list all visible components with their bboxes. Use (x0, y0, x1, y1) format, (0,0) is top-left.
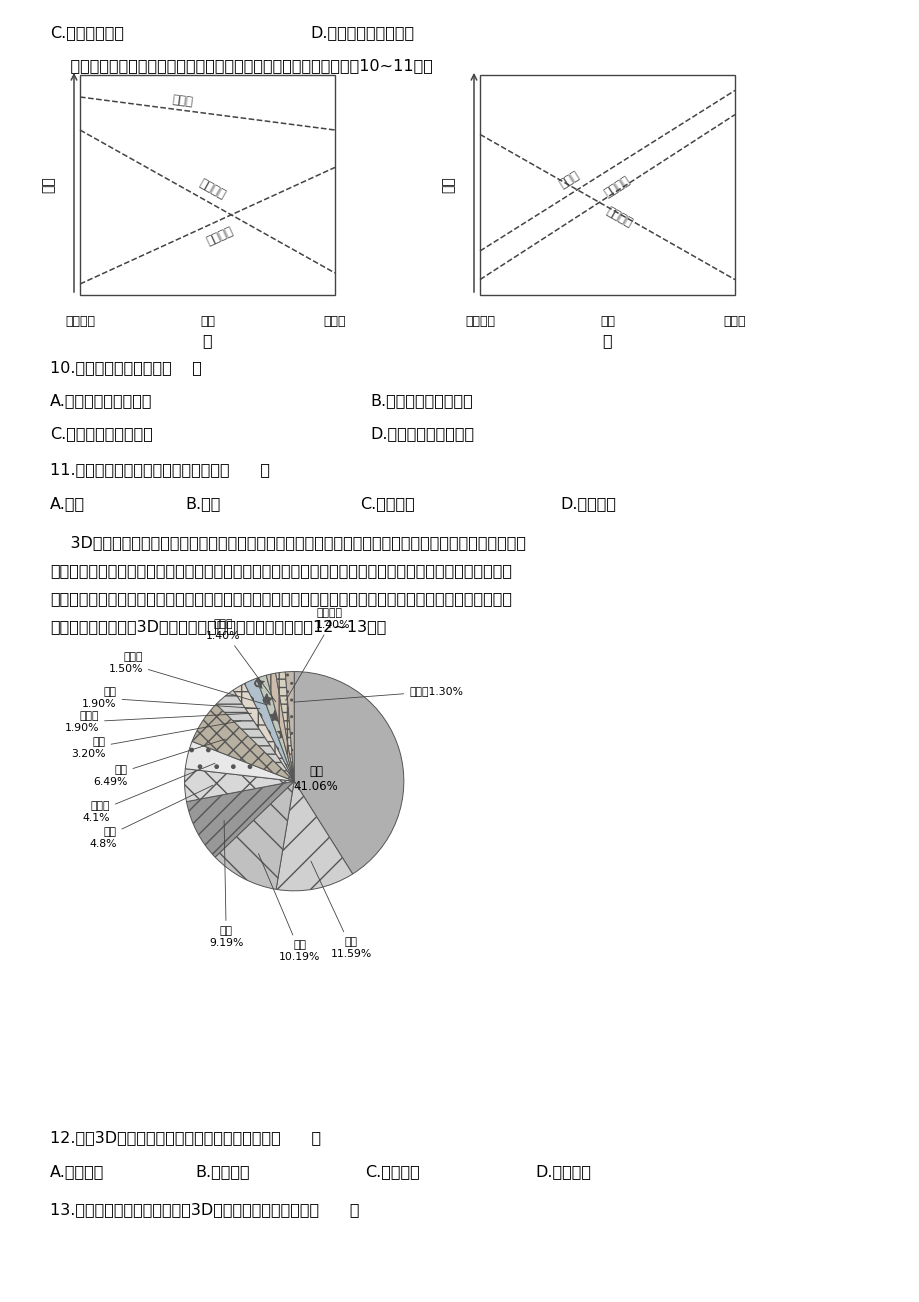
Wedge shape (215, 781, 294, 889)
Text: 英国
4.8%: 英国 4.8% (89, 785, 212, 849)
Text: 中国台湾
1.40%: 中国台湾 1.40% (286, 608, 350, 700)
Text: 总运费: 总运费 (556, 169, 581, 191)
Text: C.属于原料指向型工业: C.属于原料指向型工业 (50, 426, 153, 441)
Bar (80, 76, 335, 296)
Text: 意世界各国家和地区3D打印技术应用的市场份额。据此完成12~13题。: 意世界各国家和地区3D打印技术应用的市场份额。据此完成12~13题。 (50, 618, 386, 634)
Text: 美国
41.06%: 美国 41.06% (293, 766, 338, 793)
Text: 区位: 区位 (199, 315, 215, 328)
Text: 韩国
1.90%: 韩国 1.90% (82, 687, 259, 708)
Text: D.科技水平: D.科技水平 (535, 1164, 590, 1180)
Wedge shape (266, 673, 294, 781)
Text: 运输原料: 运输原料 (604, 204, 634, 229)
Text: 运输原料: 运输原料 (197, 176, 228, 201)
Text: 俄罗斯1.30%: 俄罗斯1.30% (293, 686, 463, 702)
Text: 13.与欧美国家相比，我国发展3D打印产业的最大优势是（      ）: 13.与欧美国家相比，我国发展3D打印产业的最大优势是（ ） (50, 1202, 359, 1217)
Text: 下图示意甲、乙两种工业部门运输原料和产品的运费情况。据此完成10~11题。: 下图示意甲、乙两种工业部门运输原料和产品的运费情况。据此完成10~11题。 (50, 59, 433, 73)
Wedge shape (216, 690, 294, 781)
Wedge shape (256, 676, 294, 781)
Text: 3D打印是快速成型技术的一种，它是一种以数学模型文件为基础，运用粉末状金属或塑料等可黏合材料，: 3D打印是快速成型技术的一种，它是一种以数学模型文件为基础，运用粉末状金属或塑料… (50, 535, 526, 549)
Text: 通过逐层打印的方式来构造物体的技术。该技术在珠宝、鞋类、工业设计、建筑、工程和施工、汽车、航空航: 通过逐层打印的方式来构造物体的技术。该技术在珠宝、鞋类、工业设计、建筑、工程和施… (50, 562, 512, 578)
Text: 中国
6.49%: 中国 6.49% (93, 740, 225, 786)
Text: D.家具制造: D.家具制造 (560, 496, 616, 510)
Bar (480, 76, 734, 296)
Text: 12.影响3D打印技术应用全球格局的首要因素是（      ）: 12.影响3D打印技术应用全球格局的首要因素是（ ） (50, 1130, 321, 1144)
Text: 近市场: 近市场 (723, 315, 745, 328)
Wedge shape (244, 678, 294, 781)
Text: 土耳其
1.40%: 土耳其 1.40% (206, 618, 276, 702)
Wedge shape (294, 672, 403, 874)
Wedge shape (192, 704, 294, 781)
Text: 总运费: 总运费 (171, 92, 193, 108)
Text: A.制糖: A.制糖 (50, 496, 85, 510)
Text: 意大利
4.1%: 意大利 4.1% (83, 763, 215, 823)
Text: A.市场需求: A.市场需求 (50, 1164, 104, 1180)
Text: 法国
3.20%: 法国 3.20% (71, 721, 241, 759)
Wedge shape (187, 781, 294, 857)
Text: C.精密仪表: C.精密仪表 (359, 496, 414, 510)
Text: 西班牙
1.50%: 西班牙 1.50% (108, 652, 267, 706)
Text: 近原料地: 近原料地 (65, 315, 95, 328)
Text: 运输产品: 运输产品 (602, 174, 632, 201)
Text: D.属于市场指向型工业: D.属于市场指向型工业 (369, 426, 473, 441)
Text: 运费: 运费 (440, 177, 455, 194)
Text: 10.甲图所示的工业部门（    ）: 10.甲图所示的工业部门（ ） (50, 359, 201, 375)
Text: B.政府政策: B.政府政策 (195, 1164, 249, 1180)
Text: 乙: 乙 (602, 333, 611, 348)
Text: 区位: 区位 (599, 315, 614, 328)
Text: B.运输原料的成本较低: B.运输原料的成本较低 (369, 393, 472, 408)
Wedge shape (276, 672, 294, 781)
Wedge shape (285, 672, 294, 781)
Text: 运费: 运费 (41, 177, 55, 194)
Wedge shape (185, 768, 294, 802)
Text: 运输产品: 运输产品 (204, 224, 234, 247)
Text: 加拿大
1.90%: 加拿大 1.90% (64, 711, 251, 733)
Text: 甲: 甲 (202, 333, 211, 348)
Wedge shape (185, 741, 294, 781)
Text: 11.下列工业部门最符合乙图所示的是（      ）: 11.下列工业部门最符合乙图所示的是（ ） (50, 462, 269, 477)
Text: B.炼铝: B.炼铝 (185, 496, 221, 510)
Text: 日本
10.19%: 日本 10.19% (258, 854, 320, 962)
Text: 德国
9.19%: 德国 9.19% (209, 820, 244, 948)
Wedge shape (276, 781, 352, 891)
Text: A.运输产品的成本较高: A.运输产品的成本较高 (50, 393, 153, 408)
Text: C.交通运输: C.交通运输 (365, 1164, 419, 1180)
Text: C.改变耕作制度: C.改变耕作制度 (50, 25, 124, 40)
Text: 近市场: 近市场 (323, 315, 346, 328)
Text: 其他
11.59%: 其他 11.59% (311, 861, 371, 958)
Text: 近原料地: 近原料地 (464, 315, 494, 328)
Text: 天、医疗以及其他领域都有所应用。由于其与信息网络技术深度融合，传统制造业受到了变革性影响。右图示: 天、医疗以及其他领域都有所应用。由于其与信息网络技术深度融合，传统制造业受到了变… (50, 591, 512, 605)
Text: D.缓解农村劳动力不足: D.缓解农村劳动力不足 (310, 25, 414, 40)
Wedge shape (233, 684, 294, 781)
